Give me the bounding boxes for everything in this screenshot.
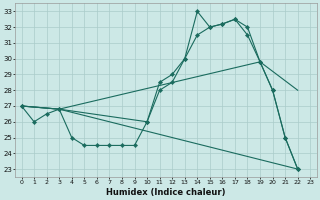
X-axis label: Humidex (Indice chaleur): Humidex (Indice chaleur) <box>106 188 226 197</box>
